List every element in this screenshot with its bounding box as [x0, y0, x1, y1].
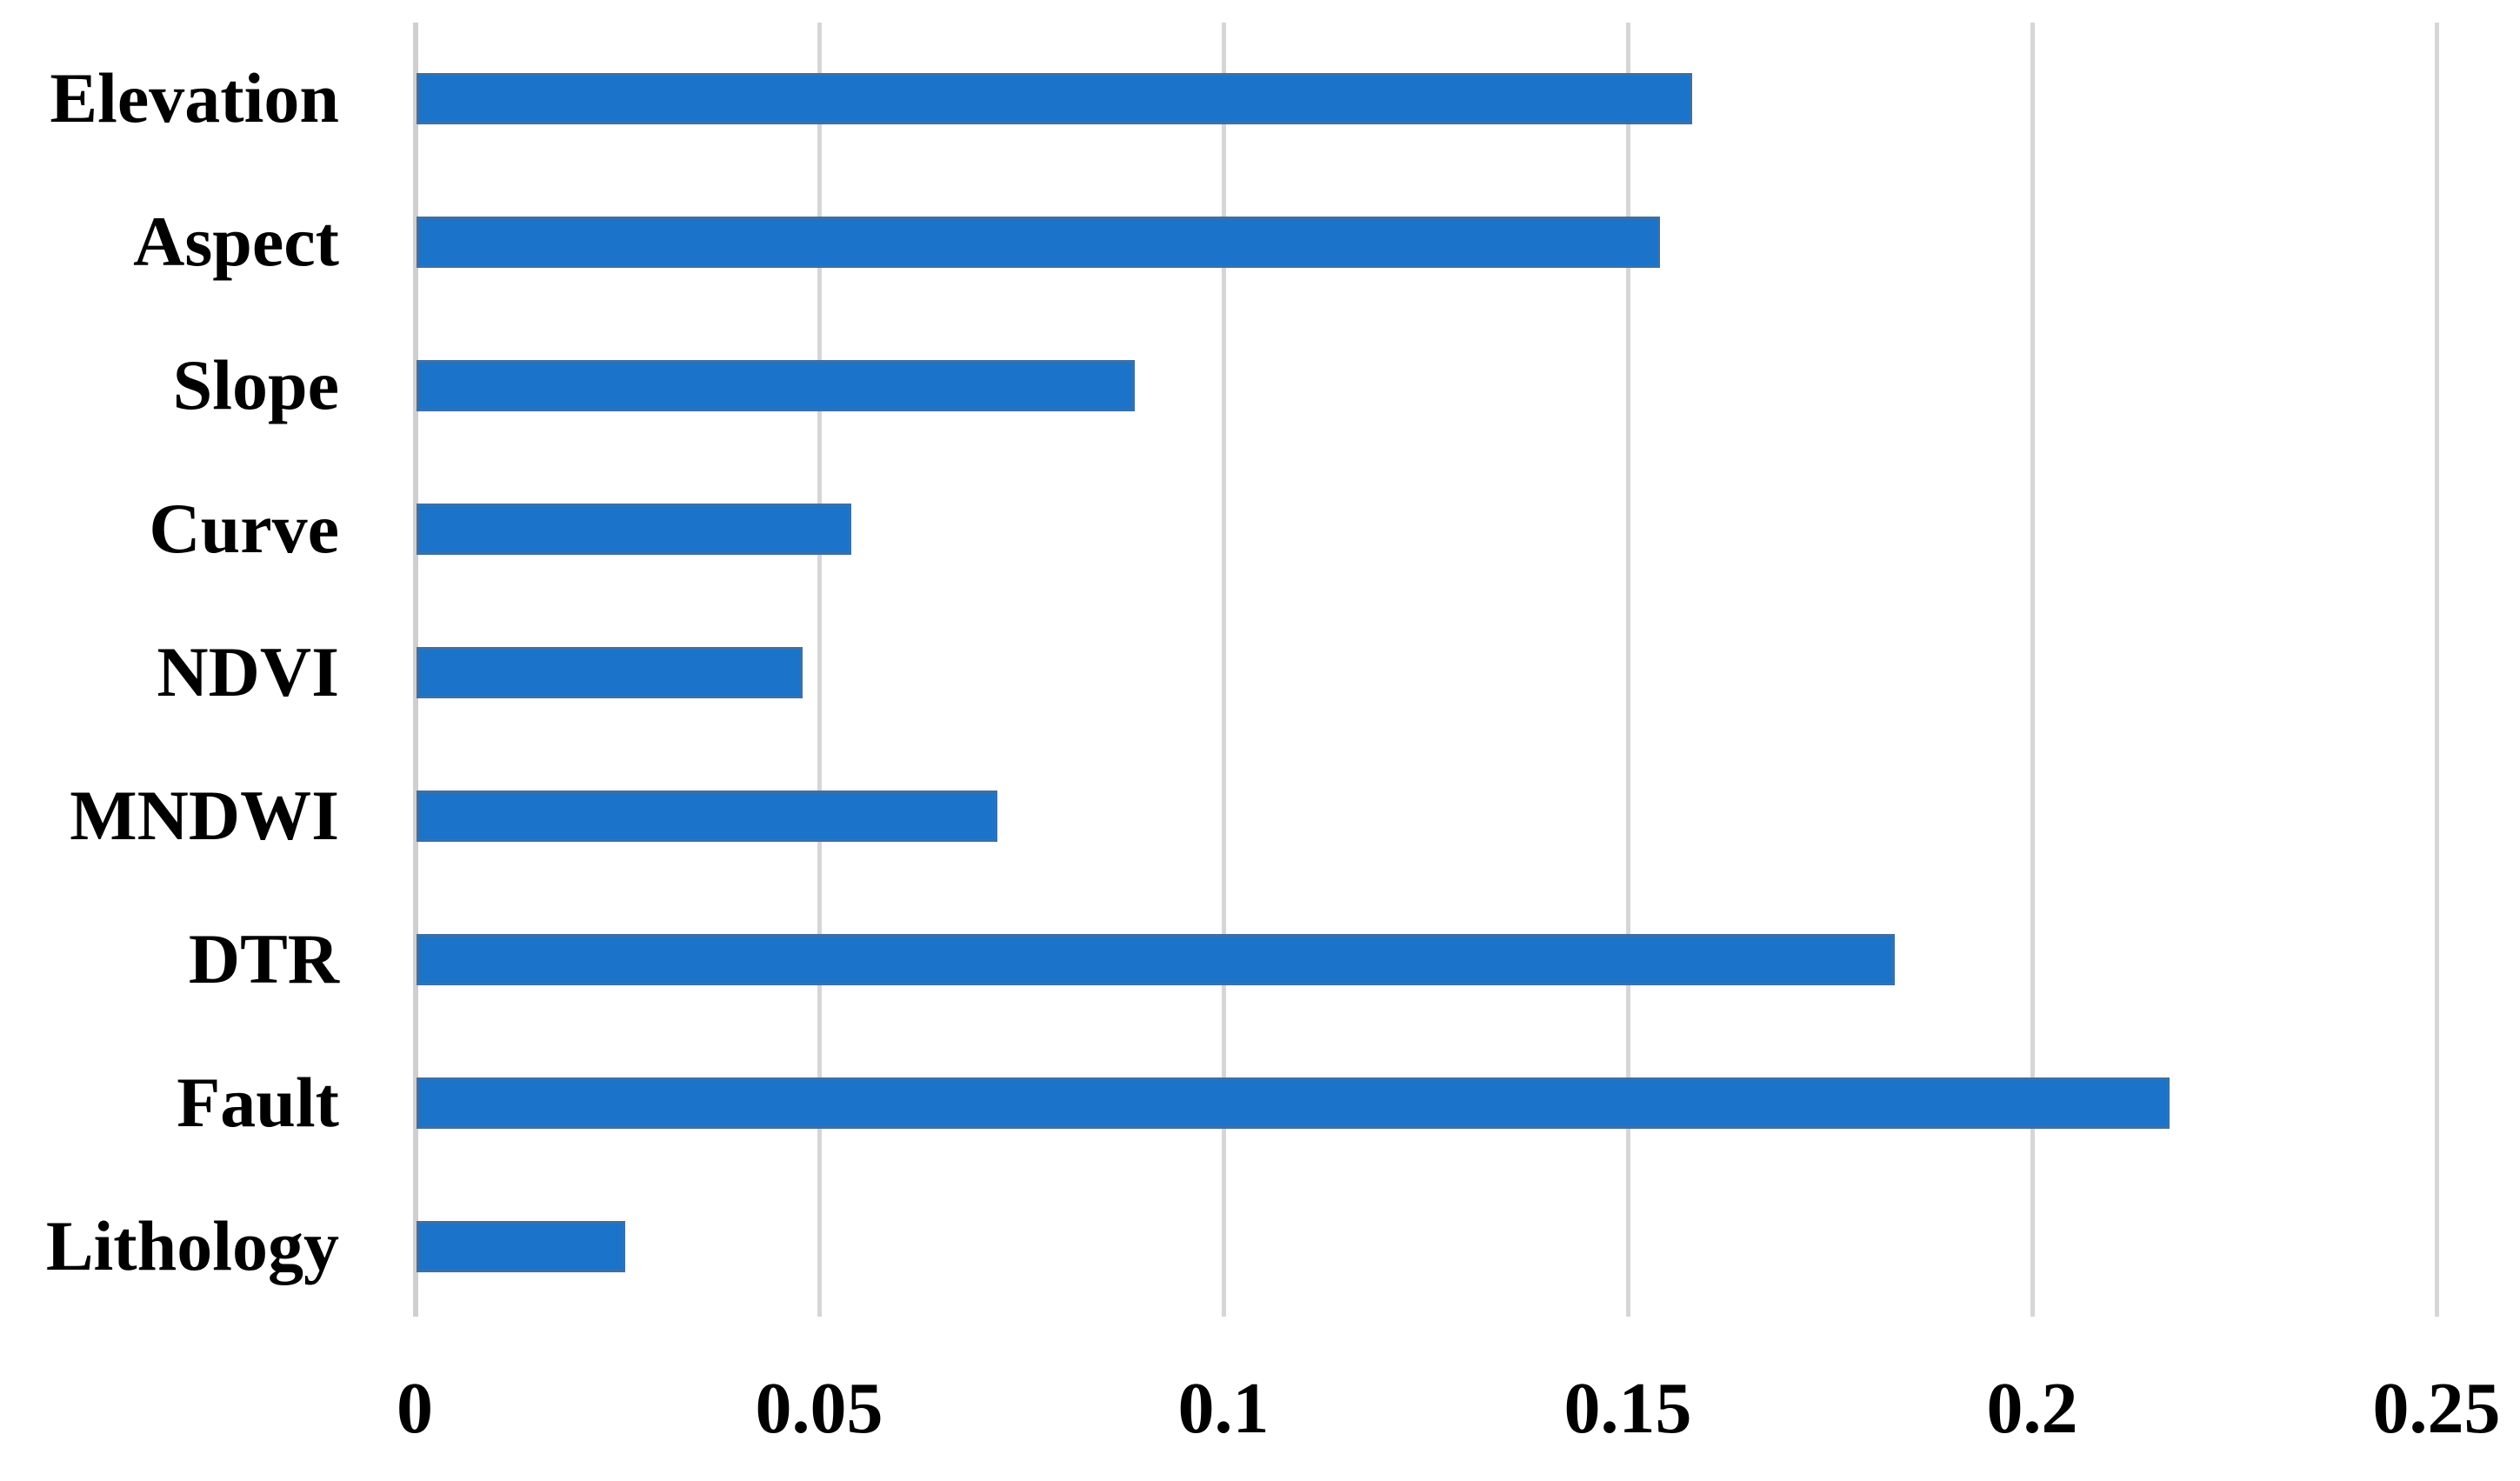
category-label-lithology: Lithology — [45, 1206, 339, 1285]
category-label-slope: Slope — [172, 345, 339, 424]
x-gridline — [2435, 23, 2439, 1317]
bar-slope — [417, 359, 1135, 411]
category-label-aspect: Aspect — [133, 202, 339, 281]
bar-lithology — [417, 1220, 625, 1272]
bar-elevation — [417, 72, 1692, 124]
x-gridline — [1626, 23, 1630, 1317]
category-label-mndwi: MNDWI — [70, 776, 339, 855]
x-gridline — [2030, 23, 2035, 1317]
x-tick-label-0.2: 0.2 — [1986, 1368, 2078, 1449]
x-tick-label-0.05: 0.05 — [755, 1368, 883, 1449]
category-label-curve: Curve — [149, 489, 339, 568]
x-gridline — [817, 23, 822, 1317]
category-label-elevation: Elevation — [50, 58, 339, 137]
bar-aspect — [417, 216, 1660, 268]
bar-mndwi — [417, 790, 997, 842]
x-tick-label-0: 0 — [397, 1368, 433, 1449]
x-gridline — [1222, 23, 1226, 1317]
bar-dtr — [417, 933, 1895, 985]
bar-ndvi — [417, 646, 803, 698]
x-tick-label-0.1: 0.1 — [1177, 1368, 1270, 1449]
x-tick-label-0.25: 0.25 — [2372, 1368, 2501, 1449]
bar-curve — [417, 503, 851, 555]
bar-fault — [417, 1077, 2170, 1129]
y-axis-line — [413, 23, 418, 1317]
category-label-ndvi: NDVI — [157, 632, 339, 711]
x-tick-label-0.15: 0.15 — [1563, 1368, 1692, 1449]
category-label-dtr: DTR — [188, 919, 339, 998]
category-label-fault: Fault — [177, 1063, 339, 1142]
